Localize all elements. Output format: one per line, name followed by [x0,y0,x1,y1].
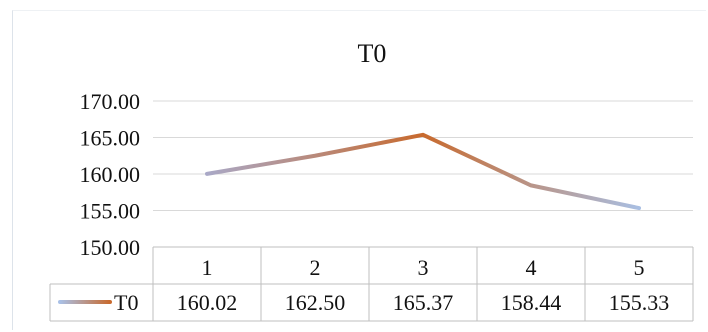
y-tick-label: 155.00 [80,199,141,224]
legend-series-name: T0 [114,290,138,315]
category-label: 4 [526,255,537,280]
data-table-value: 165.37 [393,290,454,315]
gridlines [153,100,693,211]
y-tick-label: 160.00 [80,162,141,187]
y-tick-label: 170.00 [80,89,141,114]
series-line-t0 [205,132,641,211]
category-label: 1 [202,255,213,280]
data-table-value: 160.02 [177,290,238,315]
category-label: 2 [310,255,321,280]
category-label: 5 [634,255,645,280]
data-table-value: 155.33 [609,290,670,315]
category-label: 3 [418,255,429,280]
data-table-value: 158.44 [501,290,562,315]
chart-title: T0 [358,39,387,68]
y-tick-label: 150.00 [80,235,141,260]
data-table-value: 162.50 [285,290,346,315]
data-table: 1 2 3 4 5 T0 160.02 162.50 165.37 158.44 155.33 [49,246,694,322]
y-tick-label: 165.00 [80,126,141,151]
chart-frame [12,10,706,330]
series-line [205,132,641,211]
y-axis-tick-labels: 170.00 165.00 160.00 155.00 150.00 [80,89,141,260]
